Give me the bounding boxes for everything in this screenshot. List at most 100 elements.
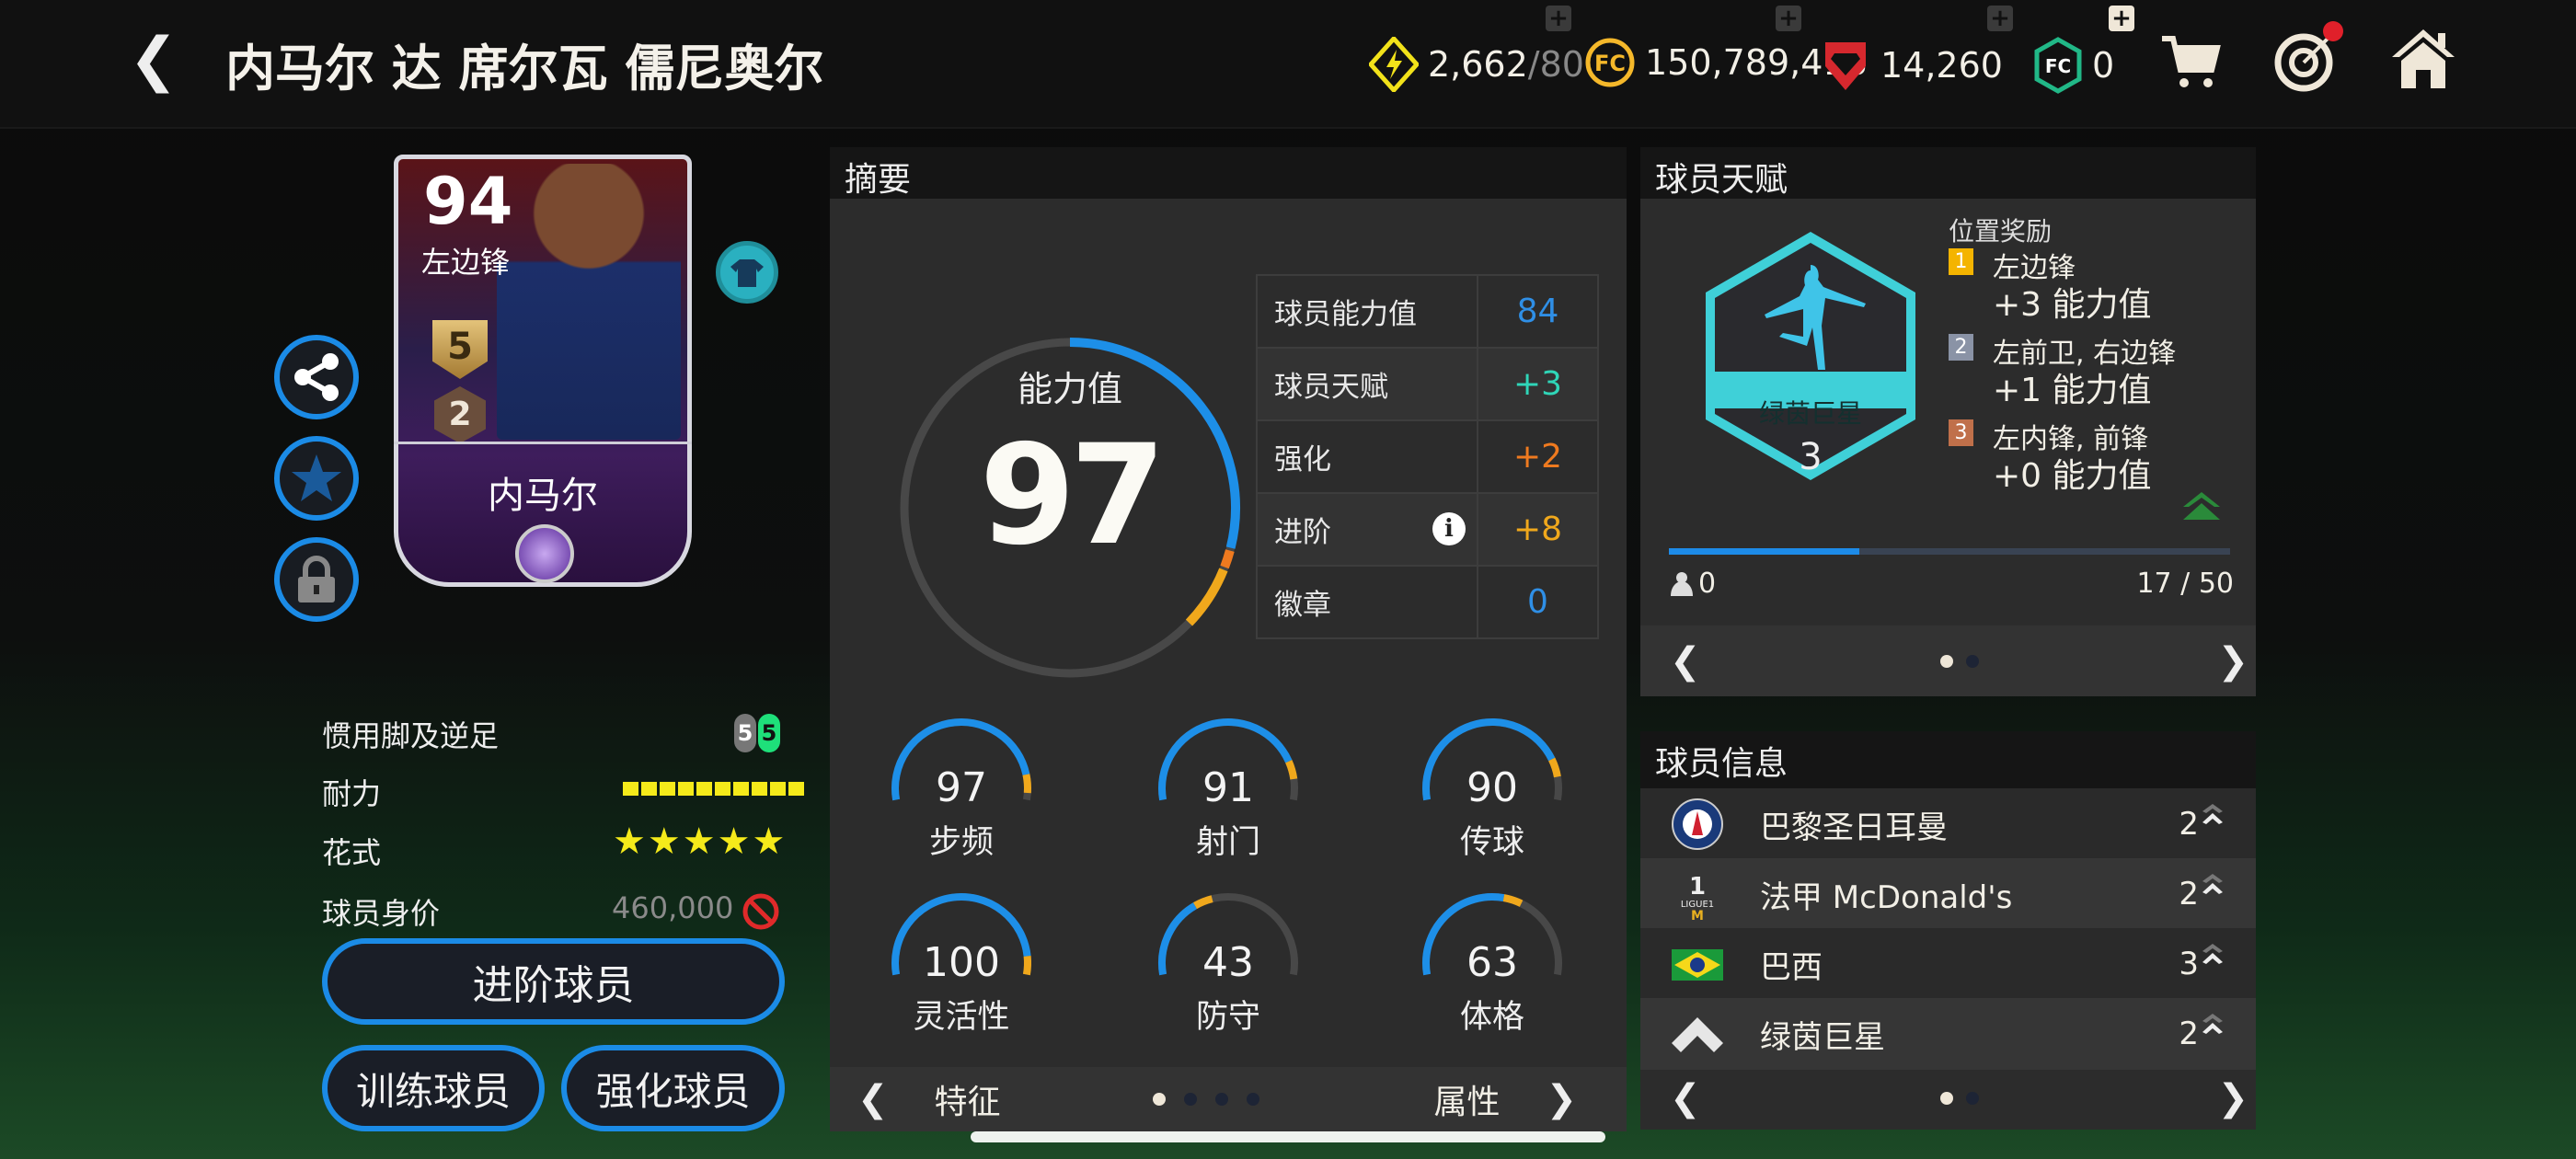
skill-star-icon: ★ xyxy=(717,820,753,863)
lock-button[interactable] xyxy=(274,537,359,622)
ruby-icon xyxy=(1825,42,1866,90)
back-button[interactable]: ❮ xyxy=(129,26,178,94)
page-dot[interactable] xyxy=(1183,1093,1197,1106)
gauge-fill xyxy=(1422,718,1556,801)
skill-stars: ★★★★★ xyxy=(613,820,787,863)
svg-text:FC: FC xyxy=(2045,55,2071,77)
talent-title: 球员天赋 xyxy=(1640,147,2256,199)
page-dot[interactable] xyxy=(1965,1092,1979,1105)
stat-gauge[interactable]: 97 步频 xyxy=(869,713,1053,869)
info-row[interactable]: 巴黎圣日耳曼 2 xyxy=(1640,788,2256,860)
target-icon[interactable] xyxy=(2272,20,2352,94)
shirt-icon xyxy=(730,259,764,287)
info-row[interactable]: 巴西 3 xyxy=(1640,928,2256,1000)
info-icon[interactable]: i xyxy=(1432,512,1466,545)
stamina-bar xyxy=(623,782,804,796)
page-dot[interactable] xyxy=(1152,1093,1166,1106)
fc-point-currency[interactable]: FC 0 xyxy=(2033,37,2114,94)
fc-point-icon: FC xyxy=(2034,37,2082,94)
skill-star-icon: ★ xyxy=(613,820,648,863)
stat-gauge[interactable]: 100 灵活性 xyxy=(869,888,1053,1044)
stat-value: 100 xyxy=(923,939,1000,986)
stat-label: 防守 xyxy=(1195,999,1260,1036)
talent-progress-bar xyxy=(1669,548,2230,555)
add-energy-button[interactable]: + xyxy=(1546,6,1571,31)
energy-currency[interactable]: 2,662/80 xyxy=(1369,37,1584,92)
reward-positions: 左内锋, 前锋 xyxy=(1993,423,2149,455)
page-dot[interactable] xyxy=(1939,1092,1953,1105)
next-page-label[interactable]: 属性 xyxy=(1433,1084,1501,1121)
stat-value: 43 xyxy=(1202,939,1254,986)
player-silhouette-icon xyxy=(1765,265,1866,370)
ruby-currency[interactable]: 14,260 xyxy=(1820,37,2003,94)
player-card[interactable]: 94 左边锋 5 2 内马尔 xyxy=(386,155,699,596)
stamina-segment xyxy=(660,782,675,796)
share-icon xyxy=(294,353,339,401)
home-indicator[interactable] xyxy=(971,1131,1605,1142)
talent-prev-arrow[interactable]: ❮ xyxy=(1670,639,1701,683)
stamina-label: 耐力 xyxy=(322,776,382,811)
stamina-segment xyxy=(623,782,638,796)
skill-star-icon: ★ xyxy=(752,820,788,863)
kit-button[interactable] xyxy=(716,241,778,304)
add-ruby-button[interactable]: + xyxy=(1987,6,2013,31)
gauge-boost xyxy=(1022,956,1031,976)
top-bar xyxy=(0,0,2576,129)
stamina-segment xyxy=(733,782,749,796)
enhance-button[interactable]: 强化球员 xyxy=(561,1045,785,1131)
add-fc-point-button[interactable]: + xyxy=(2109,6,2134,31)
home-icon[interactable] xyxy=(2390,28,2456,90)
breakdown-value: +3 xyxy=(1477,347,1599,421)
rank-up-button[interactable]: 进阶球员 xyxy=(322,938,785,1025)
stat-gauge[interactable]: 90 传球 xyxy=(1400,713,1584,869)
talent-next-arrow[interactable]: ❯ xyxy=(2217,639,2249,683)
info-row[interactable]: 1 LIGUE1 M 法甲 McDonald's 2 xyxy=(1640,858,2256,930)
stat-gauge[interactable]: 63 体格 xyxy=(1400,888,1584,1044)
page-dot[interactable] xyxy=(1246,1093,1259,1106)
card-rating: 94 xyxy=(423,164,513,239)
stat-gauge[interactable]: 91 射门 xyxy=(1136,713,1320,869)
talent-badge[interactable] xyxy=(1702,228,1919,484)
next-page-arrow[interactable]: ❯ xyxy=(1546,1078,1578,1120)
info-row-value: 3 xyxy=(2179,946,2199,982)
favorite-button[interactable] xyxy=(274,436,359,521)
trainer-icon xyxy=(1671,572,1693,596)
info-prev-arrow[interactable]: ❮ xyxy=(1670,1077,1701,1119)
info-row-name: 绿茵巨星 xyxy=(1760,1018,1885,1056)
page-title: 内马尔 达 席尔瓦 儒尼奥尔 xyxy=(225,40,824,98)
chevron-emblem-icon xyxy=(1672,1017,1723,1052)
breakdown-value: +2 xyxy=(1477,419,1599,494)
breakdown-label: 进阶 i xyxy=(1256,492,1478,567)
train-button[interactable]: 训练球员 xyxy=(322,1045,545,1131)
info-row[interactable]: 绿茵巨星 2 xyxy=(1640,998,2256,1070)
skill-star-icon: ★ xyxy=(682,820,718,863)
prev-page-arrow[interactable]: ❮ xyxy=(857,1078,889,1120)
gauge-fill xyxy=(1158,902,1198,976)
talent-page-dots xyxy=(1939,654,1979,668)
add-coin-button[interactable]: + xyxy=(1776,6,1801,31)
share-button[interactable] xyxy=(274,335,359,419)
page-dot[interactable] xyxy=(1939,654,1953,668)
gauge-fill xyxy=(1158,718,1293,801)
stat-label: 体格 xyxy=(1459,999,1524,1036)
stat-gauge[interactable]: 43 防守 xyxy=(1136,888,1320,1044)
cart-icon[interactable] xyxy=(2160,33,2221,90)
talent-progress-text: 17 / 50 xyxy=(2136,568,2234,600)
stat-value: 63 xyxy=(1466,939,1518,986)
info-row-value: 2 xyxy=(2179,1016,2199,1052)
skill-label: 花式 xyxy=(322,835,382,870)
ring-base-segment xyxy=(1069,338,1240,549)
reward-rank-badge: 2 xyxy=(1949,334,1973,361)
page-dot[interactable] xyxy=(1965,654,1979,668)
breakdown-value: +8 xyxy=(1477,492,1599,567)
stat-value: 97 xyxy=(936,764,987,811)
prev-page-label[interactable]: 特征 xyxy=(934,1084,1001,1121)
page-dot[interactable] xyxy=(1214,1093,1228,1106)
card-gem-icon xyxy=(515,524,574,583)
info-next-arrow[interactable]: ❯ xyxy=(2217,1077,2249,1119)
stat-value: 91 xyxy=(1202,764,1254,811)
lock-icon xyxy=(298,556,335,602)
skill-star-icon: ★ xyxy=(647,820,683,863)
summary-footer: ❮ 特征 属性 ❯ xyxy=(830,1067,1627,1131)
stat-value: 90 xyxy=(1466,764,1518,811)
